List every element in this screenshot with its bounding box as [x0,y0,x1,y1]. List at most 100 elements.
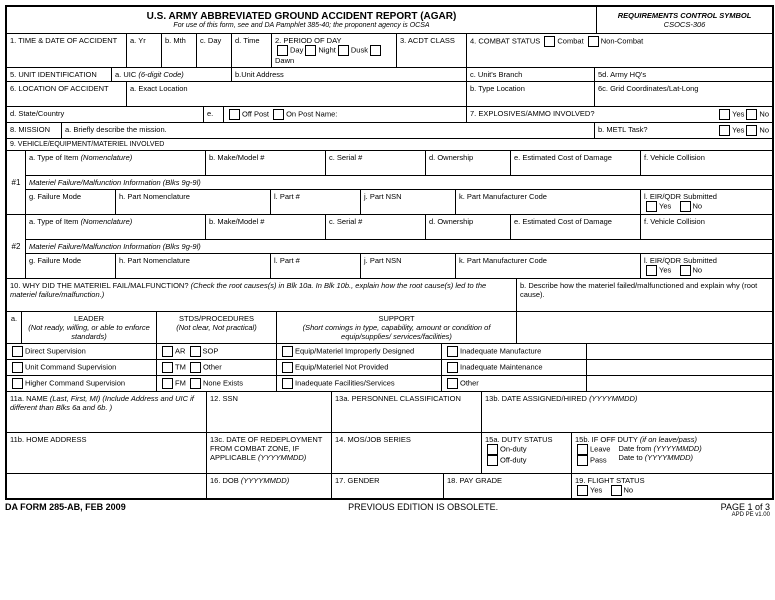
i1-make[interactable]: b. Make/Model # [206,151,326,175]
cb-metl-yes[interactable] [719,125,730,136]
f6-state[interactable]: d. State/Country [7,107,204,122]
i1-partnum[interactable]: l. Part # [271,190,361,214]
cb-metl-no[interactable] [746,125,757,136]
i1-mode[interactable]: g. Failure Mode [26,190,116,214]
f6-grid[interactable]: 6c. Grid Coordinates/Lat-Long [595,82,772,106]
cb-onpost[interactable] [273,109,284,120]
f1-yr[interactable]: a. Yr [127,34,162,67]
f11b[interactable]: 11b. HOME ADDRESS [7,433,207,473]
f10-q: 10. WHY DID THE MATERIEL FAIL/MALFUNCTIO… [7,279,517,311]
prev-edition: PREVIOUS EDITION IS OBSOLETE. [348,502,498,518]
i2-nom[interactable]: h. Part Nomenclature [116,254,271,278]
cb-onduty[interactable] [487,444,498,455]
cb-exp-yes[interactable] [719,109,730,120]
item-2-num: #2 [7,215,26,278]
cb-exp-no[interactable] [746,109,757,120]
i2-cost[interactable]: e. Estimated Cost of Damage [511,215,641,239]
cb-noncombat[interactable] [588,36,599,47]
cb-inadeq-fac[interactable] [282,378,293,389]
f6-exact[interactable]: a. Exact Location [127,82,467,106]
f5-hq[interactable]: 5d. Army HQ's [595,68,772,81]
cb-pass[interactable] [577,455,588,466]
cb-flight-y[interactable] [577,485,588,496]
f6-e: e. [204,107,224,122]
f6-type[interactable]: b. Type Location [467,82,595,106]
cb-combat[interactable] [544,36,555,47]
i2-mfr[interactable]: k. Part Manufacturer Code [456,254,641,278]
cb-imp[interactable] [282,346,293,357]
f1-day[interactable]: c. Day [197,34,232,67]
i1-type[interactable]: a. Type of Item (Nomenclature) [26,151,206,175]
f5-branch[interactable]: c. Unit's Branch [467,68,595,81]
cb-tm[interactable] [162,362,173,373]
cb-i1-eir-n[interactable] [680,201,691,212]
cb-direct[interactable] [12,346,23,357]
f18-pay[interactable]: 18. PAY GRADE [444,474,572,498]
f13a-class[interactable]: 13a. PERSONNEL CLASSIFICATION [332,392,482,432]
i2-serial[interactable]: c. Serial # [326,215,426,239]
i1-mfr[interactable]: k. Part Manufacturer Code [456,190,641,214]
i2-matfail: Materiel Failure/Malfunction Information… [26,240,772,253]
f19-flight: 19. FLIGHT STATUS Yes No [572,474,772,498]
f15a: 15a. DUTY STATUS On-duty Off-duty [482,433,572,473]
i1-own[interactable]: d. Ownership [426,151,511,175]
f17-gender[interactable]: 17. GENDER [332,474,444,498]
cb-night[interactable] [305,45,316,56]
f8-metl: b. METL Task? YesNo [595,123,772,138]
cb-sop[interactable] [190,346,201,357]
i1-cost[interactable]: e. Estimated Cost of Damage [511,151,641,175]
cb-unit[interactable] [12,362,23,373]
cb-flight-n[interactable] [611,485,622,496]
f12-ssn[interactable]: 12. SSN [207,392,332,432]
i1-nom[interactable]: h. Part Nomenclature [116,190,271,214]
f13b-assigned[interactable]: 13b. DATE ASSIGNED/HIRED (YYYYMMDD) [482,392,772,432]
cb-leave[interactable] [577,444,588,455]
cb-fm[interactable] [162,378,173,389]
cb-none[interactable] [190,378,201,389]
cb-inadeq-mfr[interactable] [447,346,458,357]
i2-mode[interactable]: g. Failure Mode [26,254,116,278]
f3-acdt[interactable]: 3. ACDT CLASS [397,34,467,67]
i2-eir: l. EIR/QDR Submitted Yes No [641,254,772,278]
i2-coll[interactable]: f. Vehicle Collision [641,215,772,239]
cb-i2-eir-y[interactable] [646,265,657,276]
cb-notprov[interactable] [282,362,293,373]
i2-make[interactable]: b. Make/Model # [206,215,326,239]
i2-type[interactable]: a. Type of Item (Nomenclature) [26,215,206,239]
f6-loc: 6. LOCATION OF ACCIDENT [7,82,127,106]
i1-matfail: Materiel Failure/Malfunction Information… [26,176,772,189]
cb-ar[interactable] [162,346,173,357]
cb-day[interactable] [277,45,288,56]
f5-uic[interactable]: a. UIC (6-digit Code) [112,68,232,81]
i1-serial[interactable]: c. Serial # [326,151,426,175]
i1-nsn[interactable]: j. Part NSN [361,190,456,214]
page-number: PAGE 1 of 3 [721,502,770,512]
f1-time-date: 1. TIME & DATE OF ACCIDENT [7,34,127,67]
i2-partnum[interactable]: l. Part # [271,254,361,278]
f14-mos[interactable]: 14. MOS/JOB SERIES [332,433,482,473]
form-number: DA FORM 285-AB, FEB 2009 [5,502,126,518]
cb-i1-eir-y[interactable] [646,201,657,212]
f1-mth[interactable]: b. Mth [162,34,197,67]
f16-dob[interactable]: 16. DOB (YYYYMMDD) [207,474,332,498]
f13c[interactable]: 13c. DATE OF REDEPLOYMENT FROM COMBAT ZO… [207,433,332,473]
cb-other[interactable] [190,362,201,373]
i1-eir: l. EIR/QDR Submitted Yes No [641,190,772,214]
f11a[interactable]: 11a. NAME (Last, First, MI) (Include Add… [7,392,207,432]
f1-time[interactable]: d. Time [232,34,272,67]
cb-offduty[interactable] [487,455,498,466]
i2-own[interactable]: d. Ownership [426,215,511,239]
cb-other2[interactable] [447,378,458,389]
cb-dawn[interactable] [370,45,381,56]
cb-offpost[interactable] [229,109,240,120]
cb-higher[interactable] [12,378,23,389]
f5-addr[interactable]: b.Unit Address [232,68,467,81]
i2-nsn[interactable]: j. Part NSN [361,254,456,278]
title-block: U.S. ARMY ABBREVIATED GROUND ACCIDENT RE… [7,7,597,33]
cb-i2-eir-n[interactable] [680,265,691,276]
f8-brief[interactable]: a. Briefly describe the mission. [62,123,595,138]
cb-dusk[interactable] [338,45,349,56]
cb-inadeq-maint[interactable] [447,362,458,373]
i1-coll[interactable]: f. Vehicle Collision [641,151,772,175]
f10b[interactable]: b. Describe how the materiel failed/malf… [517,279,772,311]
